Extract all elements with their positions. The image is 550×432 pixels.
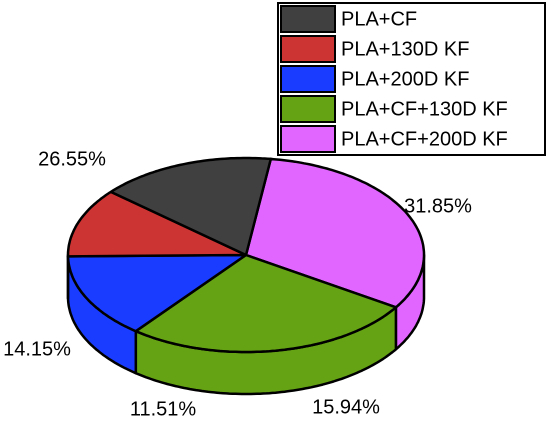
data-label: 31.85% [404, 195, 472, 217]
legend-label: PLA+CF+130D KF [341, 98, 508, 120]
slice [66, 190, 248, 258]
slice [134, 253, 398, 354]
legend-label: PLA+CF [341, 8, 417, 30]
data-label: 14.15% [3, 338, 71, 360]
legend-label: PLA+130D KF [341, 38, 469, 60]
legend-swatch [280, 125, 336, 153]
legend-swatch [280, 95, 336, 123]
legend-swatch [280, 5, 336, 33]
data-label: 26.55% [38, 148, 106, 170]
legend-label: PLA+CF+200D KF [341, 128, 508, 150]
legend-swatch [280, 35, 336, 63]
data-label: 11.51% [130, 398, 197, 420]
legend-label: PLA+200D KF [341, 68, 469, 90]
legend-swatch [280, 65, 336, 93]
slice [66, 253, 248, 333]
slice [109, 156, 273, 257]
data-label: 15.94% [312, 396, 380, 418]
